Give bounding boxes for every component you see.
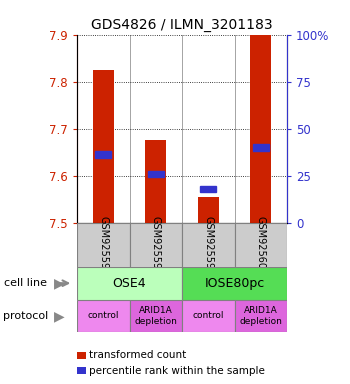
Text: percentile rank within the sample: percentile rank within the sample xyxy=(89,366,265,376)
Bar xyxy=(234,223,287,269)
Bar xyxy=(130,223,182,269)
Text: OSE4: OSE4 xyxy=(113,277,146,290)
Text: transformed count: transformed count xyxy=(89,350,187,360)
Bar xyxy=(198,197,219,223)
Text: GSM925597: GSM925597 xyxy=(98,216,108,275)
Text: IOSE80pc: IOSE80pc xyxy=(204,277,265,290)
Bar xyxy=(77,300,130,332)
Bar xyxy=(77,267,182,300)
Text: control: control xyxy=(88,311,119,320)
Text: ▶: ▶ xyxy=(54,276,65,290)
Bar xyxy=(182,223,234,269)
Bar xyxy=(250,35,271,223)
Text: GSM925599: GSM925599 xyxy=(203,216,213,275)
Bar xyxy=(234,300,287,332)
Text: ARID1A
depletion: ARID1A depletion xyxy=(134,306,177,326)
Bar xyxy=(253,144,269,151)
Title: GDS4826 / ILMN_3201183: GDS4826 / ILMN_3201183 xyxy=(91,18,273,32)
Bar xyxy=(182,267,287,300)
Bar xyxy=(95,151,111,157)
Bar xyxy=(93,70,114,223)
Text: control: control xyxy=(193,311,224,320)
Text: ARID1A
depletion: ARID1A depletion xyxy=(239,306,282,326)
Text: protocol: protocol xyxy=(4,311,49,321)
Bar xyxy=(200,186,216,192)
Bar xyxy=(182,300,234,332)
Text: GSM925598: GSM925598 xyxy=(151,216,161,275)
Text: ▶: ▶ xyxy=(54,309,65,323)
Bar xyxy=(130,300,182,332)
Bar xyxy=(77,223,130,269)
Bar xyxy=(145,141,166,223)
Text: cell line: cell line xyxy=(4,278,47,288)
Bar xyxy=(148,171,164,177)
Text: GSM925600: GSM925600 xyxy=(256,216,266,275)
